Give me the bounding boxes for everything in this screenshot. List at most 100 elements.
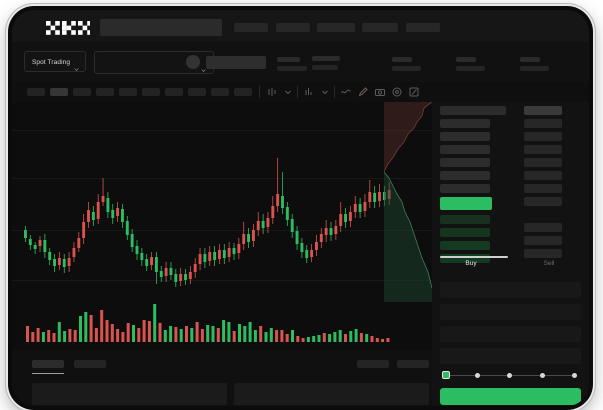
stat-2-label (392, 57, 412, 62)
submit-buy-button[interactable] (440, 388, 581, 405)
nav-item-1[interactable] (276, 23, 310, 32)
orderbook-ask-row[interactable] (440, 171, 490, 180)
orderbook-trade-panel: Buy Sell (432, 82, 589, 406)
chart-gridline (12, 130, 432, 131)
pair-header-bar: Spot Trading (12, 42, 589, 82)
bottom-tab-0[interactable] (32, 360, 64, 368)
bottom-content-panel-1 (234, 383, 429, 405)
orderbook-bid-row[interactable] (440, 228, 490, 237)
orderbook-bid-row[interactable] (440, 254, 490, 263)
stat-0-label (277, 57, 300, 62)
settings-gear-icon[interactable] (391, 86, 403, 98)
stat-4 (520, 57, 549, 71)
slider-step-1[interactable] (475, 372, 480, 378)
orderbook-ask-row[interactable] (440, 145, 490, 154)
nav-item-3[interactable] (362, 23, 398, 32)
stat-1-value (312, 65, 338, 70)
toolbar-divider (334, 86, 335, 98)
timeframe-1[interactable] (50, 88, 68, 96)
bottom-content-panel-0 (32, 383, 227, 405)
orderbook-bid-row[interactable] (440, 241, 490, 250)
line-wave-icon[interactable] (340, 86, 352, 98)
search-input[interactable] (100, 19, 222, 36)
tab-sell[interactable]: Sell (543, 260, 555, 267)
bottom-panel (12, 350, 432, 406)
slider-step-3[interactable] (540, 372, 545, 378)
timeframe-0[interactable] (27, 88, 45, 96)
volume-series (26, 304, 390, 342)
okx-logo-icon[interactable] (46, 21, 90, 35)
nav-item-0[interactable] (234, 23, 268, 32)
orderbook-size-cell (524, 132, 562, 141)
toolbar-divider (297, 86, 298, 98)
chart-gridline (12, 230, 432, 231)
buy-sell-active-underline (440, 256, 508, 258)
order-field-0[interactable] (440, 282, 581, 298)
bottom-tab-1[interactable] (74, 360, 106, 368)
amount-slider[interactable] (442, 370, 579, 380)
timeframe-4[interactable] (119, 88, 137, 96)
stat-2 (392, 57, 421, 71)
orderbook-ask-row[interactable] (440, 132, 490, 141)
chevron-down-icon[interactable] (282, 86, 294, 98)
orderbook-size-cell (524, 184, 562, 193)
orderbook-size-cell (524, 249, 562, 258)
stat-0 (277, 57, 307, 71)
timeframe-9[interactable] (234, 88, 252, 96)
orderbook-size-cell (524, 236, 562, 245)
order-field-1[interactable] (440, 304, 581, 320)
timeframe-7[interactable] (188, 88, 206, 96)
orderbook-ask-row[interactable] (440, 184, 490, 193)
candlestick-series (24, 158, 391, 287)
volume-chart (12, 302, 432, 350)
toolbar-divider (259, 86, 260, 98)
slider-step-4[interactable] (572, 372, 577, 378)
orderbook-rows[interactable] (432, 102, 589, 263)
nav-item-4[interactable] (406, 23, 440, 32)
bottom-action-1[interactable] (397, 360, 429, 368)
stat-4-label (520, 57, 540, 62)
timeframe-3[interactable] (96, 88, 114, 96)
camera-snapshot-icon[interactable] (374, 86, 386, 98)
orderbook-ask-row[interactable] (440, 158, 490, 167)
orderbook-ask-row[interactable] (440, 106, 506, 115)
orderbook-size-cell (524, 119, 562, 128)
depth-chart-overlay (384, 102, 432, 302)
tab-buy[interactable]: Buy (465, 260, 477, 267)
order-field-2[interactable] (440, 326, 581, 342)
orderbook-size-cell (524, 106, 562, 115)
chart-type-icon[interactable] (266, 86, 278, 98)
buy-sell-tabs: Buy Sell (432, 260, 589, 276)
top-navigation-bar (12, 10, 589, 42)
chevron-down-icon (74, 60, 79, 71)
market-type-dropdown[interactable]: Spot Trading (24, 51, 86, 72)
order-field-3[interactable] (440, 348, 581, 364)
orderbook-bid-row[interactable] (440, 215, 490, 224)
stat-4-value (520, 66, 549, 71)
indicators-icon[interactable] (303, 86, 315, 98)
orderbook-ask-row[interactable] (440, 119, 490, 128)
timeframe-5[interactable] (142, 88, 160, 96)
timeframe-2[interactable] (73, 88, 91, 96)
pencil-draw-icon[interactable] (357, 86, 369, 98)
app-screen: Spot Trading (12, 10, 589, 406)
orderbook-size-cell (524, 145, 562, 154)
slider-step-2[interactable] (507, 372, 512, 378)
stat-3-label (456, 57, 476, 62)
stat-3-value (456, 66, 485, 71)
timeframe-6[interactable] (165, 88, 183, 96)
orderbook-last-price-row[interactable] (440, 197, 492, 210)
chevron-down-icon[interactable] (319, 86, 331, 98)
orderbook-size-cell (524, 158, 562, 167)
chart-gridline (12, 178, 432, 179)
bottom-tab-active-underline (32, 373, 64, 374)
nav-item-2[interactable] (317, 23, 355, 32)
timeframe-8[interactable] (211, 88, 229, 96)
slider-handle[interactable] (442, 371, 450, 379)
candlestick-chart[interactable] (12, 102, 432, 302)
bottom-action-0[interactable] (357, 360, 389, 368)
stat-1-label (312, 56, 340, 61)
pair-name-label (206, 56, 266, 69)
fullscreen-expand-icon[interactable] (408, 86, 420, 98)
orderbook-header (432, 82, 589, 102)
